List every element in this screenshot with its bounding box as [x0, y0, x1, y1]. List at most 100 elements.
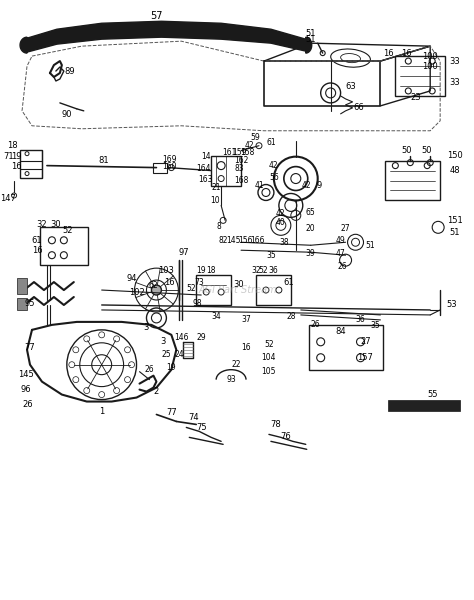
Text: 34: 34	[211, 313, 221, 322]
Text: 89: 89	[64, 67, 75, 76]
Text: 63: 63	[345, 82, 356, 91]
Text: 47: 47	[336, 249, 346, 258]
Text: 28: 28	[286, 313, 296, 322]
Bar	[395, 56, 445, 96]
Text: AGI Part Stream: AGI Part Stream	[199, 285, 277, 295]
Bar	[211, 155, 241, 185]
Text: 90: 90	[62, 110, 72, 119]
Text: 96: 96	[21, 385, 31, 394]
Text: 52: 52	[63, 226, 73, 235]
Text: 76: 76	[281, 432, 291, 441]
Text: 8: 8	[217, 222, 221, 231]
Text: 19: 19	[196, 266, 206, 275]
Text: 61: 61	[32, 236, 42, 245]
Text: 48: 48	[450, 166, 460, 175]
Text: 156: 156	[238, 236, 252, 245]
Text: 77: 77	[166, 408, 177, 417]
Text: 35: 35	[266, 251, 276, 260]
Text: 29: 29	[196, 334, 206, 343]
Text: 27: 27	[360, 337, 371, 346]
Text: 36: 36	[268, 266, 278, 275]
Text: 84: 84	[335, 328, 346, 337]
Text: 18: 18	[207, 266, 216, 275]
Text: 37: 37	[241, 316, 251, 325]
Text: 39: 39	[306, 249, 316, 258]
Text: 51: 51	[365, 241, 375, 250]
Text: 150: 150	[447, 151, 463, 160]
Text: 66: 66	[353, 103, 364, 112]
Text: 81: 81	[99, 156, 109, 165]
Text: 157: 157	[357, 353, 374, 362]
Text: 18: 18	[7, 141, 18, 150]
Text: 26: 26	[145, 365, 154, 374]
Text: 40: 40	[276, 218, 286, 227]
Text: 51: 51	[305, 35, 316, 44]
Polygon shape	[20, 21, 312, 53]
Text: 55: 55	[427, 390, 438, 399]
Text: 102: 102	[128, 287, 145, 296]
Text: 22: 22	[231, 360, 241, 369]
Text: 16: 16	[11, 162, 21, 171]
Text: 26: 26	[338, 262, 347, 271]
Text: 163: 163	[198, 175, 212, 184]
Text: 52: 52	[264, 340, 274, 349]
Text: 42: 42	[302, 181, 311, 190]
Bar	[40, 227, 88, 265]
Text: 50: 50	[421, 146, 431, 155]
Text: 103: 103	[158, 266, 174, 275]
Text: 51: 51	[305, 29, 316, 38]
Text: 162: 162	[234, 156, 248, 165]
Text: 75: 75	[196, 423, 207, 432]
Text: 27: 27	[341, 224, 350, 233]
Text: 36: 36	[356, 316, 365, 325]
Text: 164: 164	[196, 164, 210, 173]
Text: 100: 100	[422, 52, 438, 61]
Text: 32: 32	[36, 220, 47, 229]
Text: 35: 35	[371, 322, 380, 331]
Text: 25: 25	[162, 350, 171, 359]
Bar	[196, 275, 231, 305]
Text: 16: 16	[383, 49, 394, 58]
Text: 2: 2	[154, 387, 159, 396]
Text: 41: 41	[254, 181, 264, 190]
Text: 38: 38	[279, 238, 289, 247]
Text: 159: 159	[232, 148, 246, 157]
Text: 74: 74	[188, 413, 199, 422]
Text: 30: 30	[234, 280, 245, 289]
Text: 93: 93	[226, 375, 236, 384]
Text: 168: 168	[234, 176, 248, 185]
Text: 94: 94	[126, 274, 137, 283]
Text: 21: 21	[211, 183, 221, 192]
Text: 158: 158	[240, 148, 254, 157]
Text: 53: 53	[447, 301, 457, 310]
Text: 145: 145	[18, 370, 34, 379]
Bar	[388, 400, 460, 412]
Text: 51: 51	[450, 228, 460, 237]
Text: 32: 32	[251, 266, 261, 275]
Text: 16: 16	[164, 278, 175, 287]
Text: 20: 20	[306, 224, 316, 233]
Text: 30: 30	[51, 220, 61, 229]
Text: 147: 147	[0, 194, 16, 203]
Text: 19: 19	[11, 152, 21, 161]
Circle shape	[152, 285, 162, 295]
Text: 3: 3	[144, 323, 149, 332]
Text: 42: 42	[269, 161, 279, 170]
Text: 73: 73	[194, 278, 204, 287]
Text: 145: 145	[226, 236, 240, 245]
Text: 61: 61	[266, 138, 276, 147]
Text: 97: 97	[178, 248, 189, 257]
Text: 16: 16	[401, 49, 411, 58]
Text: 26: 26	[23, 400, 33, 409]
Text: 24: 24	[174, 350, 184, 359]
Text: 95: 95	[25, 299, 35, 308]
Text: 9: 9	[316, 181, 321, 190]
Bar	[385, 161, 440, 200]
Text: 52: 52	[258, 266, 268, 275]
Text: 23: 23	[410, 94, 420, 103]
Text: 56: 56	[269, 173, 279, 182]
Text: 161: 161	[222, 148, 237, 157]
Text: 19: 19	[166, 363, 176, 372]
Text: 52: 52	[186, 284, 196, 293]
Text: 14: 14	[201, 152, 211, 161]
